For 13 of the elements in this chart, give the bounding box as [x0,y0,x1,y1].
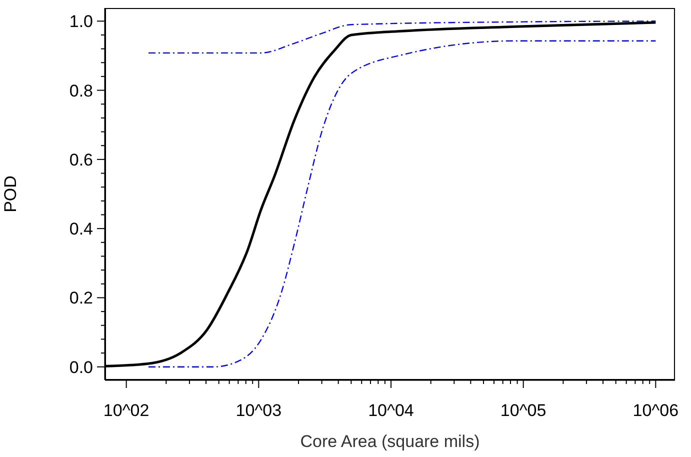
x-axis-title: Core Area (square mils) [300,432,480,451]
x-tick-label: 10^04 [368,401,414,420]
x-tick-label: 10^05 [500,401,546,420]
y-axis-title: POD [1,176,20,212]
y-tick-label: 0.4 [69,220,93,239]
x-tick-label: 10^06 [632,401,679,420]
x-tick-label: 10^03 [236,401,282,420]
y-tick-label: 0.2 [69,288,93,308]
y-tick-label: 0.6 [69,150,93,170]
y-tick-label: 0.0 [69,358,93,377]
x-tick-label: 10^02 [103,401,150,420]
y-tick-label: 1.0 [69,12,93,32]
y-tick-label: 0.8 [69,81,93,100]
